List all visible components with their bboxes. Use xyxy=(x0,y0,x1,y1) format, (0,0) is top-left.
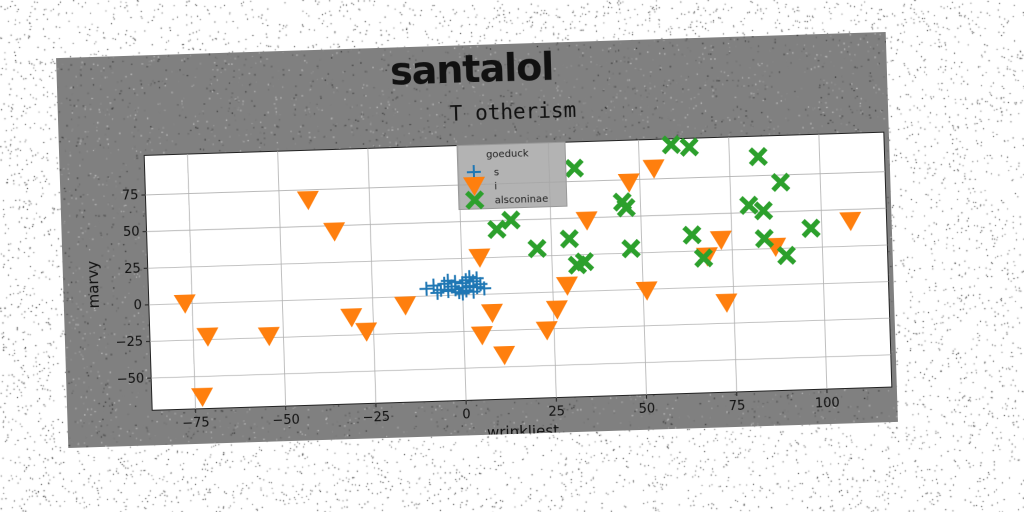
data-point-i xyxy=(493,345,516,366)
legend-label: s xyxy=(494,167,500,178)
legend-marker-s xyxy=(466,165,481,180)
x-tick-label: 50 xyxy=(638,401,655,417)
data-point-s xyxy=(433,282,448,297)
legend: goeduck si alsconinae xyxy=(456,141,568,211)
y-tick-label: 0 xyxy=(133,298,142,313)
legend-label: alsconinae xyxy=(495,194,549,207)
data-point-i xyxy=(355,322,378,342)
x-tick-label: −50 xyxy=(272,413,300,429)
x-grid-line xyxy=(728,137,738,392)
data-point-s xyxy=(426,278,441,293)
axis-ticks: −75 −50 −25 0 25 50 75 100 −50 −25 0 25 50 75 xyxy=(115,188,840,431)
x-grid-line xyxy=(367,148,377,404)
data-point-alsconinae xyxy=(754,228,775,249)
data-point-alsconinae xyxy=(682,225,702,245)
data-point-alsconinae xyxy=(487,219,507,240)
data-point-alsconinae xyxy=(770,172,791,193)
legend-items: si alsconinae xyxy=(463,165,549,210)
y-tick-label: 50 xyxy=(123,225,140,241)
data-point-alsconinae xyxy=(753,201,774,221)
data-point-i xyxy=(480,303,503,324)
data-point-s xyxy=(448,282,463,297)
data-point-s xyxy=(458,273,473,288)
y-tick-label: 25 xyxy=(124,261,141,277)
data-point-i xyxy=(470,326,493,346)
data-point-s xyxy=(430,285,445,300)
data-point-s xyxy=(462,270,477,285)
legend-marker-alsconinae xyxy=(465,190,485,210)
data-point-alsconinae xyxy=(616,197,636,218)
data-point-alsconinae xyxy=(501,210,521,230)
y-axis-label: marvy xyxy=(83,260,102,308)
x-grid-line xyxy=(277,151,287,407)
data-point-s xyxy=(437,276,452,291)
data-point-i xyxy=(715,293,738,313)
x-grid-line xyxy=(818,134,828,390)
data-point-i xyxy=(555,276,578,296)
data-point-alsconinae xyxy=(574,252,595,272)
data-point-alsconinae xyxy=(621,238,641,259)
data-point-i xyxy=(323,222,346,242)
figure: santalol T otherism −75 −50 −25 0 25 50 75 100−… xyxy=(56,32,898,448)
data-point-i xyxy=(709,230,732,250)
data-point-s xyxy=(477,281,492,296)
legend-title: goeduck xyxy=(486,148,529,160)
data-point-alsconinae xyxy=(739,195,759,216)
x-grid-line xyxy=(638,139,647,395)
data-point-alsconinae xyxy=(679,137,699,157)
data-point-alsconinae xyxy=(661,134,681,155)
y-tick-label: −25 xyxy=(115,335,143,351)
data-point-i xyxy=(340,308,363,328)
legend-label: i xyxy=(494,181,497,192)
data-point-i xyxy=(394,296,417,316)
data-point-i xyxy=(617,173,640,193)
x-grid-line xyxy=(187,154,196,409)
data-point-alsconinae xyxy=(564,158,585,179)
data-point-i xyxy=(173,294,196,314)
data-point-i xyxy=(196,327,219,347)
data-point-i xyxy=(635,281,658,301)
x-tick-label: 75 xyxy=(729,399,746,415)
legend-box xyxy=(456,141,568,211)
x-tick-label: −25 xyxy=(362,410,390,426)
data-point-i xyxy=(296,190,319,211)
data-marks xyxy=(173,134,862,407)
data-point-s xyxy=(455,286,470,301)
data-point-s xyxy=(419,281,434,296)
data-point-s xyxy=(469,271,484,286)
y-tick-label: 75 xyxy=(122,188,139,204)
data-point-i xyxy=(257,326,280,347)
data-point-i xyxy=(535,321,558,341)
data-point-i xyxy=(642,159,665,179)
data-point-i xyxy=(191,387,214,407)
data-point-i xyxy=(575,211,598,231)
data-point-s xyxy=(440,273,455,288)
y-tick-label: −50 xyxy=(117,371,145,387)
y-grid-line xyxy=(151,354,891,379)
x-tick-label: 0 xyxy=(462,407,471,422)
data-point-i xyxy=(839,211,862,232)
data-point-i xyxy=(545,300,568,320)
data-point-i xyxy=(468,248,491,268)
y-grid-line xyxy=(148,281,889,306)
data-point-alsconinae xyxy=(801,218,821,239)
x-tick-label: −75 xyxy=(182,415,210,431)
x-tick-label: 25 xyxy=(548,404,565,420)
data-point-alsconinae xyxy=(559,229,580,249)
x-tick-label: 100 xyxy=(815,396,840,412)
data-point-alsconinae xyxy=(527,238,547,259)
data-point-alsconinae xyxy=(748,146,768,167)
data-point-alsconinae xyxy=(776,245,797,266)
y-grid-line xyxy=(147,244,888,269)
legend-marker-i xyxy=(463,176,486,197)
data-point-alsconinae xyxy=(693,248,714,268)
